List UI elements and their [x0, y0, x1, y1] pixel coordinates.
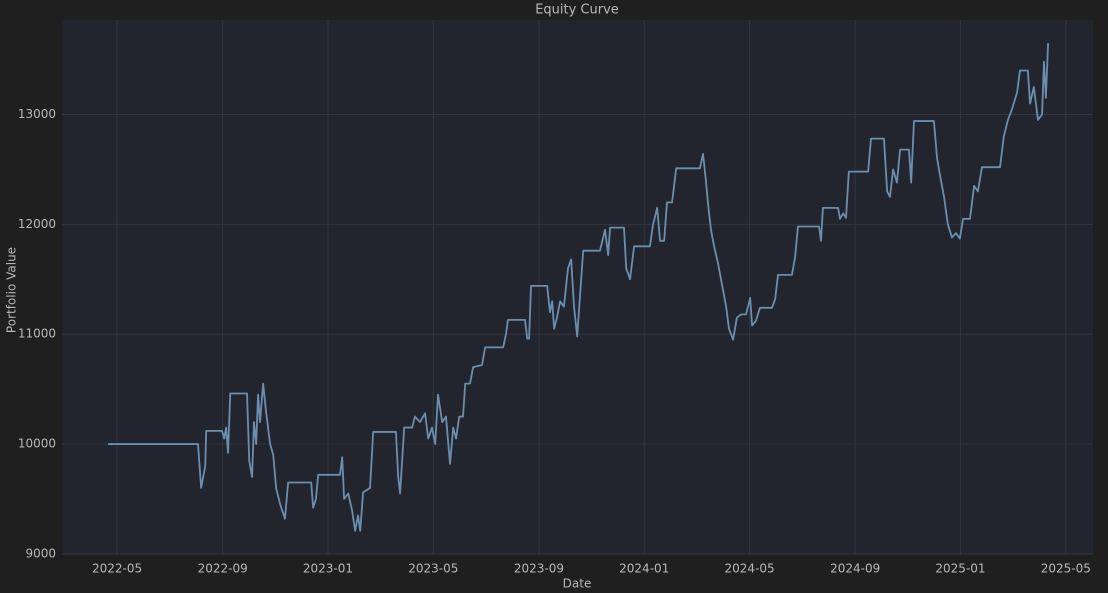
x-tick-label: 2025-01: [935, 562, 985, 576]
y-tick-label: 9000: [25, 546, 56, 560]
x-tick-label: 2022-05: [92, 562, 142, 576]
x-tick-label: 2023-01: [303, 562, 353, 576]
y-tick-label: 10000: [18, 437, 56, 451]
x-tick-label: 2022-09: [198, 562, 248, 576]
x-tick-label: 2023-05: [408, 562, 458, 576]
y-axis-label: Portfolio Value: [5, 247, 19, 333]
y-tick-label: 11000: [18, 327, 56, 341]
x-tick-label: 2023-09: [514, 562, 564, 576]
chart-title: Equity Curve: [535, 3, 619, 18]
y-tick-label: 13000: [18, 107, 56, 121]
equity-line: [108, 43, 1049, 532]
x-tick-label: 2025-05: [1041, 562, 1091, 576]
x-tick-label: 2024-05: [724, 562, 774, 576]
x-axis-label: Date: [563, 577, 592, 591]
plot-area: [62, 20, 1093, 555]
x-tick-label: 2024-01: [619, 562, 669, 576]
x-tick-label: 2024-09: [830, 562, 880, 576]
y-tick-label: 12000: [18, 217, 56, 231]
